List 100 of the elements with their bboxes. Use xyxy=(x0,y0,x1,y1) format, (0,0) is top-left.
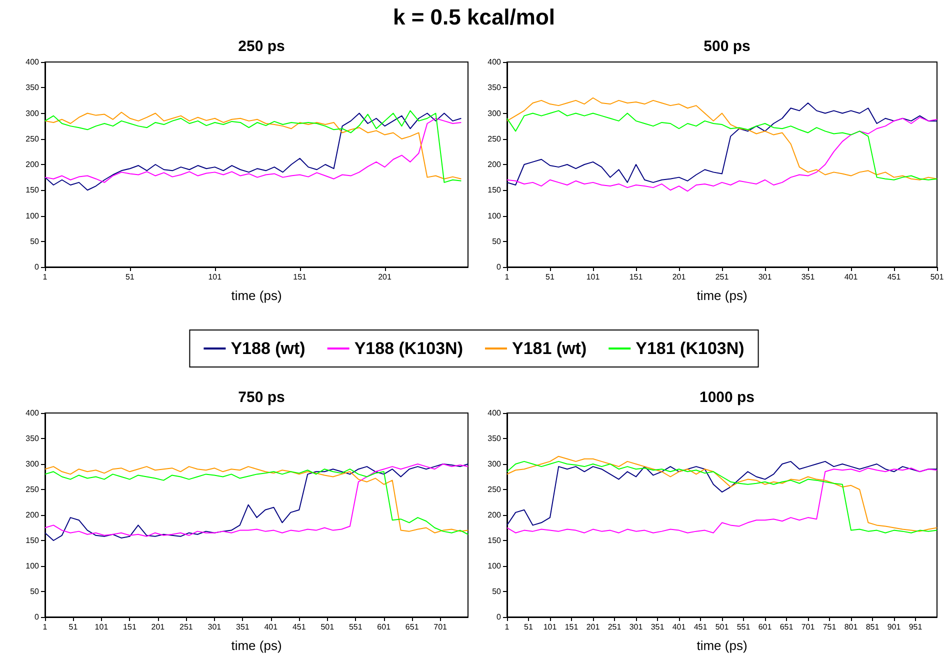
y-tick-label: 150 xyxy=(488,186,502,195)
x-tick-label: 101 xyxy=(543,622,558,632)
x-tick-label: 701 xyxy=(434,622,448,632)
chart-title: 1000 ps xyxy=(699,389,755,406)
x-tick-label: 601 xyxy=(758,622,772,632)
x-axis-title: time (ps) xyxy=(231,638,282,653)
y-tick-label: 50 xyxy=(492,236,502,246)
line-series xyxy=(506,110,938,180)
x-tick-label: 551 xyxy=(736,622,751,632)
x-tick-label: 651 xyxy=(405,622,420,632)
x-tick-label: 151 xyxy=(123,622,137,632)
y-tick-label: 150 xyxy=(26,536,40,545)
chart-title: 500 ps xyxy=(704,38,750,55)
y-tick-label: 0 xyxy=(496,612,502,622)
chart-title: 750 ps xyxy=(238,389,285,406)
x-tick-label: 801 xyxy=(844,622,858,632)
y-tick-label: 300 xyxy=(488,108,502,118)
x-tick-label: 1 xyxy=(42,272,48,282)
x-tick-label: 51 xyxy=(524,622,534,632)
x-tick-label: 251 xyxy=(180,622,194,632)
y-tick-label: 50 xyxy=(30,236,40,246)
y-tick-label: 400 xyxy=(488,58,502,66)
x-tick-label: 501 xyxy=(715,622,730,632)
chart-title: 250 ps xyxy=(238,38,285,55)
x-tick-label: 401 xyxy=(264,622,278,632)
x-tick-label: 201 xyxy=(586,622,600,632)
x-tick-label: 1 xyxy=(504,272,510,282)
y-tick-label: 300 xyxy=(488,460,502,468)
y-tick-label: 300 xyxy=(26,460,40,468)
y-tick-label: 100 xyxy=(26,211,40,220)
y-tick-label: 0 xyxy=(496,262,502,272)
x-tick-label: 51 xyxy=(68,622,78,632)
x-tick-label: 301 xyxy=(758,272,772,282)
x-tick-label: 651 xyxy=(780,622,794,632)
y-tick-label: 350 xyxy=(26,434,40,443)
x-tick-label: 301 xyxy=(629,622,644,632)
x-tick-label: 201 xyxy=(672,272,686,282)
text: k = 0.5 kcal/mol xyxy=(392,4,556,30)
x-tick-label: 101 xyxy=(94,622,109,632)
y-tick-label: 350 xyxy=(26,83,40,92)
x-tick-label: 851 xyxy=(866,622,880,632)
x-tick-label: 951 xyxy=(908,622,923,632)
x-tick-label: 151 xyxy=(293,272,308,282)
y-tick-label: 200 xyxy=(488,510,502,520)
y-tick-label: 0 xyxy=(34,262,40,272)
y-tick-label: 50 xyxy=(30,587,40,596)
y-tick-label: 150 xyxy=(488,536,502,545)
x-tick-label: 451 xyxy=(292,622,306,632)
y-tick-label: 400 xyxy=(26,58,40,66)
x-tick-label: 1 xyxy=(504,622,510,632)
x-tick-label: 451 xyxy=(694,622,708,632)
x-tick-label: 151 xyxy=(629,272,644,282)
y-tick-label: 200 xyxy=(26,160,40,169)
x-tick-label: 301 xyxy=(208,622,222,632)
y-tick-label: 0 xyxy=(34,612,40,622)
legend-label: Y181 (K103N) xyxy=(636,339,744,358)
x-axis-title: time (ps) xyxy=(231,288,282,303)
y-tick-label: 350 xyxy=(488,83,502,92)
legend-label: Y188 (K103N) xyxy=(354,339,464,358)
x-tick-label: 151 xyxy=(564,622,579,632)
x-tick-label: 351 xyxy=(801,272,816,282)
x-axis-title: time (ps) xyxy=(696,638,748,653)
y-tick-label: 100 xyxy=(488,211,502,220)
x-axis-title: time (ps) xyxy=(696,288,748,303)
x-tick-label: 51 xyxy=(546,272,555,282)
y-tick-label: 250 xyxy=(26,134,40,144)
y-tick-label: 400 xyxy=(26,408,40,418)
y-tick-label: 200 xyxy=(26,510,40,520)
x-tick-label: 101 xyxy=(586,272,600,282)
x-tick-label: 501 xyxy=(930,272,944,282)
y-tick-label: 100 xyxy=(26,562,40,570)
y-tick-label: 350 xyxy=(488,434,502,443)
x-tick-label: 251 xyxy=(715,272,730,282)
x-tick-label: 201 xyxy=(378,272,392,282)
x-tick-label: 201 xyxy=(151,622,166,632)
x-tick-label: 601 xyxy=(377,622,392,632)
legend-label: Y188 (wt) xyxy=(230,339,306,358)
x-tick-label: 351 xyxy=(650,622,665,632)
legend-label: Y181 (wt) xyxy=(512,339,587,358)
x-tick-label: 551 xyxy=(348,622,363,632)
y-tick-label: 100 xyxy=(488,562,502,570)
y-tick-label: 400 xyxy=(488,408,502,418)
y-tick-label: 200 xyxy=(488,160,502,169)
y-tick-label: 300 xyxy=(26,108,40,118)
x-tick-label: 751 xyxy=(822,622,837,632)
x-tick-label: 501 xyxy=(320,622,335,632)
y-tick-label: 150 xyxy=(26,186,40,195)
x-tick-label: 401 xyxy=(844,272,858,282)
x-tick-label: 251 xyxy=(608,622,622,632)
x-tick-label: 901 xyxy=(887,622,902,632)
line-series xyxy=(506,116,938,192)
x-tick-label: 101 xyxy=(208,272,222,282)
y-tick-label: 50 xyxy=(492,587,502,596)
y-tick-label: 250 xyxy=(488,134,502,144)
y-tick-label: 250 xyxy=(26,485,40,494)
x-tick-label: 451 xyxy=(887,272,902,282)
x-tick-label: 1 xyxy=(42,622,48,632)
x-tick-label: 351 xyxy=(236,622,250,632)
x-tick-label: 51 xyxy=(125,272,135,282)
x-tick-label: 701 xyxy=(801,622,816,632)
